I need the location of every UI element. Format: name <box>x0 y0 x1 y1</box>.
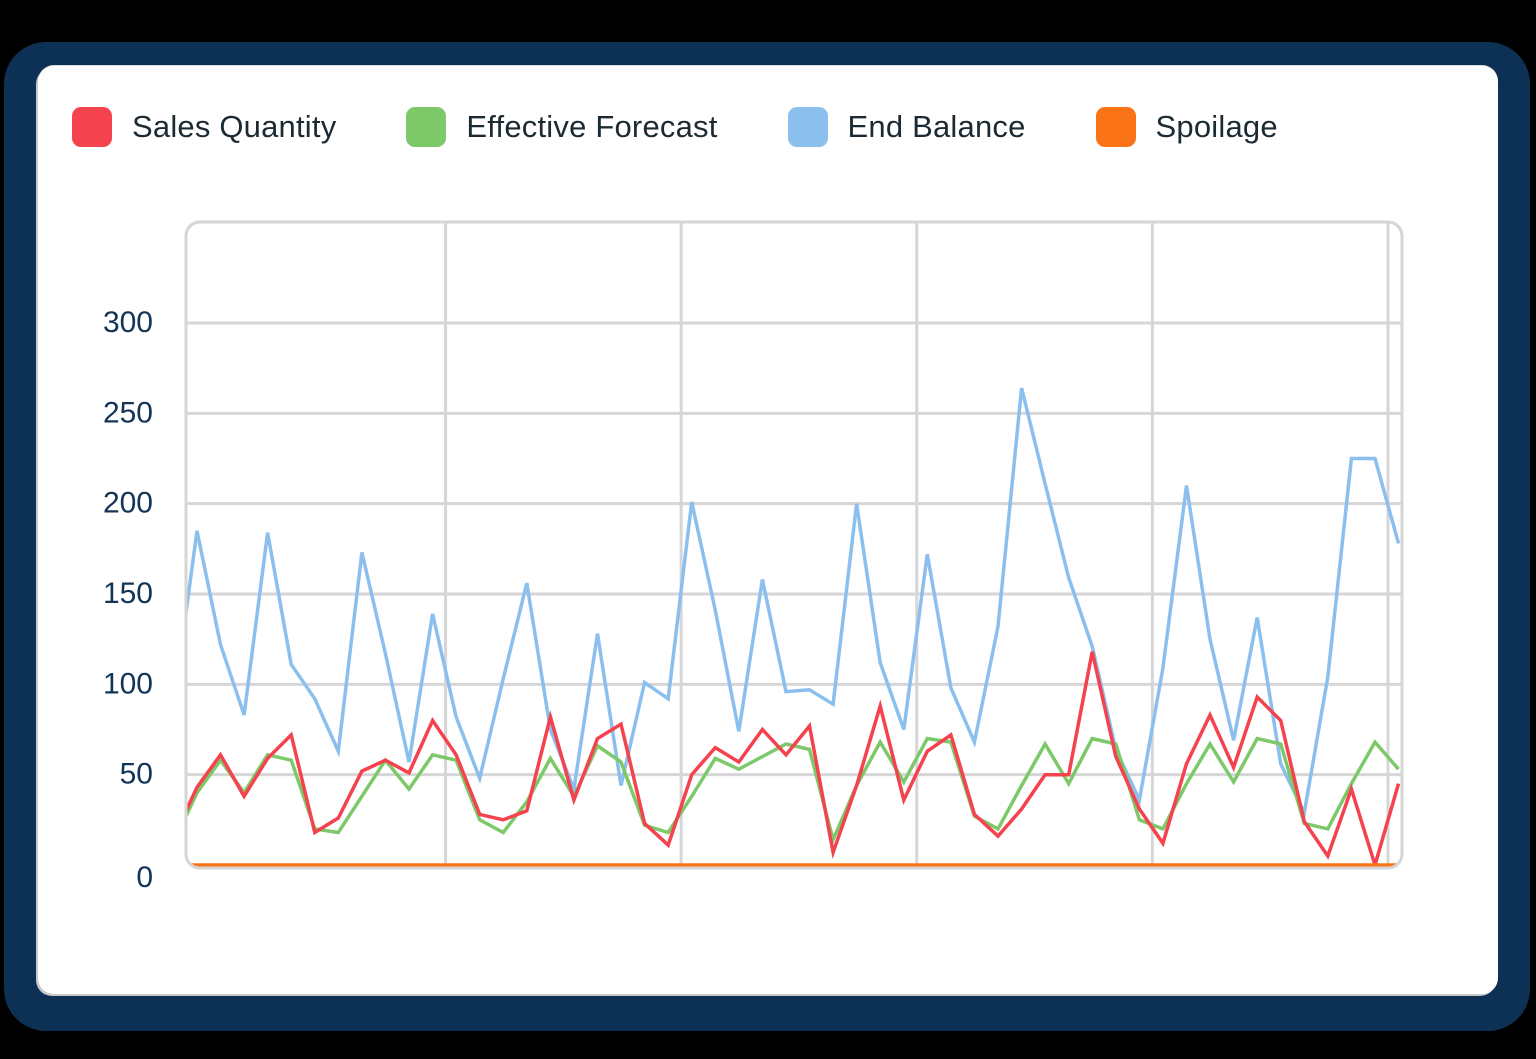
chart-legend: Sales Quantity Effective Forecast End Ba… <box>72 105 1348 149</box>
plot-area-border <box>184 220 1404 870</box>
legend-item-spoilage[interactable]: Spoilage <box>1095 107 1278 147</box>
sales-quantity-swatch-icon <box>72 107 112 147</box>
legend-item-end-balance[interactable]: End Balance <box>787 107 1026 147</box>
y-tick-label: 250 <box>103 396 153 429</box>
y-tick-label: 200 <box>103 487 153 520</box>
y-tick-label: 150 <box>103 577 153 610</box>
end-balance-line <box>186 387 1401 819</box>
legend-label: End Balance <box>847 109 1026 144</box>
legend-label: Effective Forecast <box>466 109 718 144</box>
legend-label: Spoilage <box>1155 109 1278 144</box>
spoilage-swatch-icon <box>1095 107 1136 147</box>
legend-item-sales-quantity[interactable]: Sales Quantity <box>72 107 336 147</box>
y-tick-label: 0 <box>136 861 153 894</box>
end-balance-swatch-icon <box>787 107 828 147</box>
grid-lines <box>186 222 1402 868</box>
legend-item-effective-forecast[interactable]: Effective Forecast <box>406 107 717 147</box>
effective-forecast-swatch-icon <box>406 107 447 147</box>
effective-forecast-line <box>186 736 1400 846</box>
y-tick-label: 50 <box>120 758 153 791</box>
y-axis-tick-labels: 0 50 100 150 200 250 300 <box>103 306 153 894</box>
series-lines <box>186 387 1401 868</box>
legend-label: Sales Quantity <box>132 109 337 144</box>
y-tick-label: 100 <box>103 667 153 700</box>
sales-quantity-line <box>186 651 1401 868</box>
y-tick-label: 300 <box>103 306 153 339</box>
